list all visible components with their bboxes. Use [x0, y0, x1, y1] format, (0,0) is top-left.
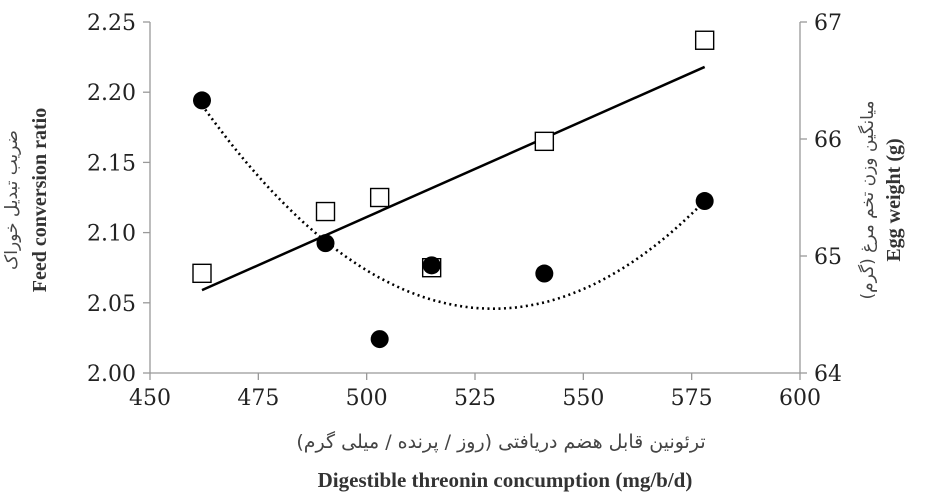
y-left-tick-label: 2.25 — [87, 11, 136, 36]
square-point — [192, 263, 212, 284]
circle-point — [316, 234, 335, 253]
linear-trend-line — [201, 65, 706, 292]
y-right-label-en: Egg weight (g) — [883, 138, 905, 261]
y-left-tick-label: 2.05 — [87, 292, 136, 317]
circle-point — [695, 192, 714, 211]
y-left-tick-label: 2.00 — [87, 362, 136, 387]
circle-point — [193, 91, 211, 110]
y-right-tick-label: 66 — [814, 128, 842, 153]
x-tick-label: 475 — [237, 386, 279, 411]
x-axis-label-fa: ترئونین قابل هضم دریافتی (روز / پرنده / … — [296, 430, 705, 453]
y-right-tick-label: 67 — [814, 11, 842, 36]
y-left-tick-label: 2.10 — [87, 222, 136, 247]
x-tick-label: 450 — [129, 386, 171, 411]
x-tick-label: 525 — [454, 386, 496, 411]
trend-lines — [200, 65, 706, 310]
circle-point — [535, 264, 554, 283]
circle-point — [422, 256, 441, 275]
x-tick-label: 550 — [562, 386, 604, 411]
y-right-label-fa: میانگین وزن تخم مرغ (گرم) — [857, 100, 878, 299]
x-tick-label: 600 — [779, 386, 821, 411]
y-right-tick-label: 65 — [814, 245, 842, 270]
tick-labels: 2.00 2.05 2.10 2.15 2.20 2.25 64 65 66 67 450 475 50… — [87, 11, 842, 411]
y-left-tick-label: 2.15 — [87, 151, 136, 176]
polynomial-trend-line — [200, 104, 706, 310]
y-left-label-en: Feed conversion ratio — [29, 108, 51, 292]
circle-point — [370, 330, 389, 349]
y-left-label-fa: ضریب تبدیل خوراک — [2, 130, 22, 270]
x-tick-label: 500 — [346, 386, 388, 411]
x-tick-label: 575 — [671, 386, 713, 411]
y-left-tick-label: 2.20 — [87, 81, 136, 106]
data-marks — [192, 30, 715, 349]
square-point — [369, 187, 390, 208]
square-point — [534, 131, 555, 152]
square-point — [315, 201, 336, 222]
square-point — [694, 30, 715, 50]
x-axis-label-en: Digestible threonin concumption (mg/b/d) — [318, 468, 693, 492]
y-right-tick-label: 64 — [814, 362, 842, 387]
